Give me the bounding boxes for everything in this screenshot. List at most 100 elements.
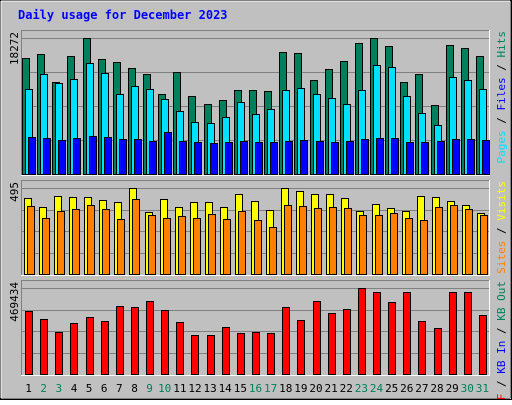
bar-pages-24 xyxy=(376,138,384,175)
bar-kb-f-4 xyxy=(70,323,78,375)
x-tick-label-15: 15 xyxy=(234,382,247,395)
x-tick-label-24: 24 xyxy=(370,382,384,395)
legend-visits-sites: Sites / Visits xyxy=(495,181,508,274)
bar-kb-f-10 xyxy=(161,310,169,375)
bars xyxy=(22,38,490,375)
x-tick-label-10: 10 xyxy=(158,382,171,395)
y-max-label: 18272 xyxy=(8,32,21,65)
bar-sites-3 xyxy=(57,211,65,275)
bar-pages-5 xyxy=(89,136,97,175)
bar-sites-6 xyxy=(102,209,110,275)
bar-pages-18 xyxy=(285,141,293,175)
legend-entry: Hits xyxy=(495,31,508,58)
bar-kb-f-30 xyxy=(464,292,472,375)
legend-hits-files-pages: Pages / Files / Hits xyxy=(495,31,508,164)
bar-sites-9 xyxy=(148,215,156,275)
x-tick-label-31: 31 xyxy=(476,382,489,395)
bar-kb-f-22 xyxy=(343,309,351,375)
bar-kb-f-19 xyxy=(297,320,305,375)
bar-pages-25 xyxy=(391,138,399,175)
bar-sites-14 xyxy=(223,219,231,275)
bar-sites-20 xyxy=(314,208,322,275)
x-tick-label-4: 4 xyxy=(71,382,78,395)
bar-pages-21 xyxy=(331,142,339,175)
x-tick-label-6: 6 xyxy=(101,382,108,395)
bar-pages-17 xyxy=(270,142,278,175)
bar-pages-15 xyxy=(240,141,248,175)
x-tick-label-20: 20 xyxy=(309,382,322,395)
x-tick-label-1: 1 xyxy=(25,382,32,395)
bar-sites-18 xyxy=(284,205,292,275)
x-tick-label-16: 16 xyxy=(249,382,262,395)
y-max-label: 495 xyxy=(8,182,21,202)
x-tick-label-9: 9 xyxy=(146,382,153,395)
bar-kb-f-9 xyxy=(146,301,154,375)
x-tick-label-23: 23 xyxy=(355,382,368,395)
y-max-label: 469434 xyxy=(8,282,21,322)
x-tick-label-12: 12 xyxy=(188,382,201,395)
bar-kb-f-18 xyxy=(282,307,290,375)
bar-pages-26 xyxy=(406,142,414,175)
bar-kb-f-27 xyxy=(418,321,426,375)
legend-entry: / xyxy=(495,58,508,78)
x-tick-label-29: 29 xyxy=(446,382,459,395)
bar-pages-23 xyxy=(361,139,369,175)
bar-sites-5 xyxy=(87,205,95,275)
bar-sites-4 xyxy=(72,209,80,275)
bar-sites-15 xyxy=(238,211,246,275)
bar-kb-f-15 xyxy=(237,333,245,375)
x-tick-label-30: 30 xyxy=(461,382,474,395)
x-tick-label-11: 11 xyxy=(173,382,186,395)
x-tick-label-7: 7 xyxy=(116,382,123,395)
bar-sites-10 xyxy=(163,218,171,275)
legend-entry: / xyxy=(495,321,508,341)
x-tick-label-21: 21 xyxy=(324,382,337,395)
legend-entry: KB F xyxy=(495,394,508,400)
bar-pages-4 xyxy=(73,138,81,175)
x-tick-label-13: 13 xyxy=(203,382,216,395)
bar-pages-3 xyxy=(58,140,66,175)
bar-kb-f-23 xyxy=(358,288,366,375)
bar-kb-f-21 xyxy=(328,313,336,375)
x-tick-label-3: 3 xyxy=(55,382,62,395)
bar-kb-f-29 xyxy=(449,292,457,375)
x-tick-label-22: 22 xyxy=(340,382,353,395)
bar-sites-7 xyxy=(117,219,125,275)
bar-kb-f-11 xyxy=(176,322,184,375)
bar-sites-22 xyxy=(344,208,352,275)
bar-sites-25 xyxy=(390,213,398,275)
bar-kb-f-5 xyxy=(86,317,94,375)
x-tick-label-25: 25 xyxy=(385,382,398,395)
bar-sites-23 xyxy=(359,215,367,275)
x-tick-label-17: 17 xyxy=(264,382,277,395)
legend-entry: Files xyxy=(495,77,508,110)
bar-kb-f-25 xyxy=(388,302,396,375)
bar-sites-11 xyxy=(178,216,186,275)
bar-sites-21 xyxy=(329,207,337,275)
bar-pages-27 xyxy=(421,142,429,175)
legends: Pages / Files / Hits Sites / Visits KB F /… xyxy=(495,31,508,405)
bar-pages-9 xyxy=(149,141,157,175)
bar-pages-31 xyxy=(482,140,490,175)
bar-sites-2 xyxy=(42,218,50,275)
bar-sites-19 xyxy=(299,206,307,275)
x-tick-label-28: 28 xyxy=(430,382,443,395)
bar-pages-19 xyxy=(300,140,308,175)
legend-entry: Pages xyxy=(495,130,508,163)
bar-sites-26 xyxy=(405,218,413,275)
bar-sites-12 xyxy=(193,218,201,275)
bar-pages-14 xyxy=(225,142,233,175)
bar-kb-f-12 xyxy=(191,335,199,375)
bar-kb-f-1 xyxy=(25,311,33,375)
bar-sites-30 xyxy=(465,209,473,275)
bar-sites-27 xyxy=(420,220,428,275)
bar-kb-f-13 xyxy=(207,335,215,375)
bar-sites-13 xyxy=(208,214,216,275)
x-tick-label-2: 2 xyxy=(40,382,47,395)
legend-entry: / xyxy=(495,374,508,394)
bar-kb-f-8 xyxy=(131,307,139,375)
bar-pages-28 xyxy=(437,141,445,175)
legend-entry: Sites xyxy=(495,241,508,274)
